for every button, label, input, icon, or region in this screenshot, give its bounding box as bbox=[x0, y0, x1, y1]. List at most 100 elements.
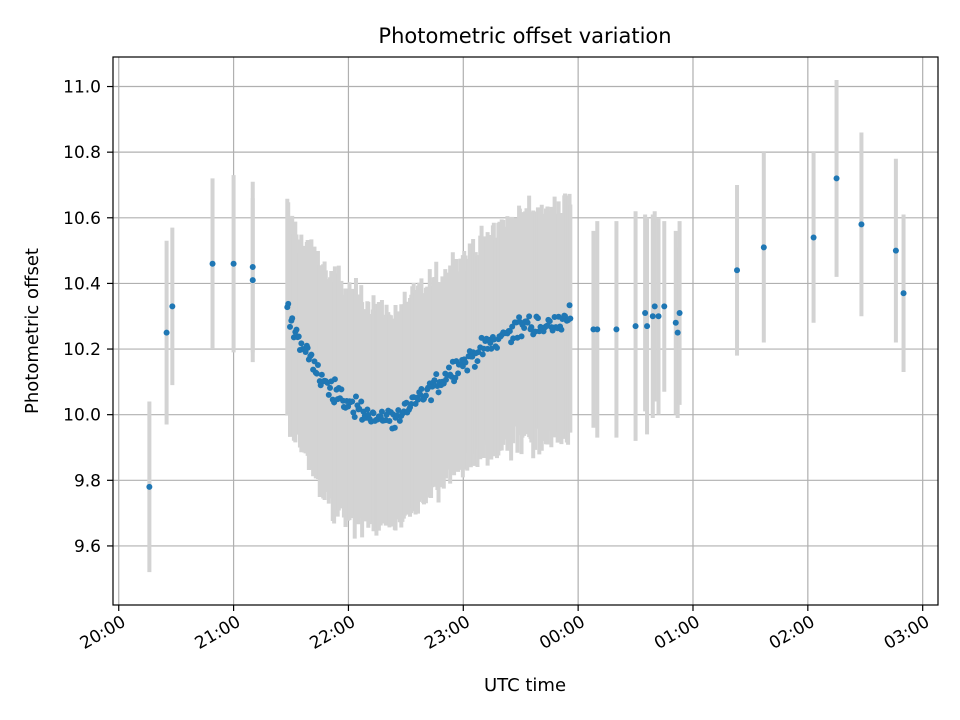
data-point bbox=[364, 406, 371, 413]
y-tick-label: 10.4 bbox=[63, 274, 101, 294]
data-point bbox=[858, 221, 865, 228]
chart-title: Photometric offset variation bbox=[378, 24, 671, 48]
y-tick-label: 9.6 bbox=[74, 537, 101, 557]
data-point bbox=[518, 333, 525, 340]
data-point bbox=[249, 277, 256, 284]
data-point bbox=[408, 400, 415, 407]
x-tick-label: 22:00 bbox=[307, 612, 359, 654]
data-points bbox=[146, 175, 907, 490]
data-point bbox=[304, 344, 311, 351]
data-point bbox=[632, 323, 639, 330]
data-point bbox=[308, 351, 315, 358]
data-point bbox=[435, 389, 442, 396]
data-point bbox=[338, 386, 345, 393]
data-point bbox=[642, 309, 649, 316]
data-point bbox=[644, 323, 651, 330]
data-point bbox=[433, 371, 440, 378]
data-point bbox=[386, 417, 393, 424]
y-tick-label: 9.8 bbox=[74, 471, 101, 491]
data-point bbox=[516, 314, 523, 321]
data-point bbox=[760, 244, 767, 251]
data-point bbox=[558, 326, 565, 333]
data-point bbox=[314, 362, 321, 369]
data-point bbox=[391, 424, 398, 431]
data-point bbox=[661, 303, 668, 310]
data-point bbox=[655, 313, 662, 320]
data-point bbox=[452, 374, 459, 381]
data-point bbox=[534, 315, 541, 322]
y-axis-title: Photometric offset bbox=[22, 248, 43, 414]
data-point bbox=[428, 397, 435, 404]
data-point bbox=[209, 260, 216, 267]
data-point bbox=[810, 234, 817, 241]
data-point bbox=[475, 349, 482, 356]
data-point bbox=[370, 410, 377, 417]
data-point bbox=[672, 319, 679, 326]
x-tick-label: 02:00 bbox=[766, 612, 818, 654]
data-point bbox=[313, 370, 320, 377]
y-tick-label: 10.6 bbox=[63, 209, 101, 229]
data-point bbox=[403, 399, 410, 406]
data-point bbox=[163, 329, 170, 336]
x-tick-label: 01:00 bbox=[651, 612, 703, 654]
data-point bbox=[455, 370, 462, 377]
data-point bbox=[676, 309, 683, 316]
data-point bbox=[417, 391, 424, 398]
data-point bbox=[230, 260, 237, 267]
data-point bbox=[350, 409, 357, 416]
data-point bbox=[422, 392, 429, 399]
data-point bbox=[734, 267, 741, 274]
x-axis-ticks: 20:00 21:00 22:00 23:00 00:00 01:00 02:00 03:00 bbox=[77, 605, 933, 654]
y-axis-ticks: 9.6 9.8 10.0 10.2 10.4 10.6 10.8 11.0 bbox=[63, 78, 113, 557]
data-point bbox=[567, 315, 574, 322]
data-point bbox=[524, 319, 531, 326]
data-point bbox=[169, 303, 176, 310]
data-point bbox=[358, 398, 365, 405]
data-point bbox=[418, 385, 425, 392]
data-point bbox=[674, 329, 681, 336]
data-point bbox=[506, 328, 513, 335]
data-point bbox=[249, 264, 256, 271]
data-point bbox=[493, 344, 500, 351]
data-point bbox=[327, 384, 334, 391]
x-tick-label: 23:00 bbox=[421, 612, 473, 654]
data-point bbox=[479, 351, 486, 358]
data-point bbox=[521, 325, 528, 332]
data-point bbox=[892, 247, 899, 254]
data-point bbox=[833, 175, 840, 182]
data-point bbox=[464, 367, 471, 374]
data-point bbox=[900, 290, 907, 297]
x-tick-label: 20:00 bbox=[77, 612, 129, 654]
data-point bbox=[351, 413, 358, 420]
data-point bbox=[352, 393, 359, 400]
x-tick-label: 00:00 bbox=[536, 612, 588, 654]
data-point bbox=[298, 340, 305, 347]
data-point bbox=[474, 358, 481, 365]
data-point bbox=[378, 408, 385, 415]
data-point bbox=[649, 313, 656, 320]
data-point bbox=[594, 326, 601, 333]
x-tick-label: 21:00 bbox=[192, 612, 244, 654]
data-point bbox=[546, 318, 553, 325]
y-tick-label: 10.2 bbox=[63, 340, 101, 360]
data-point bbox=[287, 323, 294, 330]
data-point bbox=[289, 315, 296, 322]
error-bars bbox=[147, 79, 906, 573]
data-point bbox=[295, 333, 302, 340]
data-point bbox=[146, 483, 153, 490]
plot-area-frame bbox=[112, 56, 939, 606]
data-point bbox=[396, 417, 403, 424]
data-point bbox=[526, 313, 533, 320]
data-point bbox=[349, 398, 356, 405]
data-point bbox=[528, 324, 535, 331]
data-point bbox=[462, 359, 469, 366]
data-point bbox=[471, 363, 478, 370]
x-axis-title: UTC time bbox=[484, 675, 566, 696]
data-point bbox=[325, 391, 332, 398]
data-point bbox=[395, 407, 402, 414]
data-point bbox=[445, 364, 452, 371]
data-point bbox=[431, 377, 438, 384]
data-point bbox=[414, 396, 421, 403]
data-point bbox=[566, 302, 573, 309]
